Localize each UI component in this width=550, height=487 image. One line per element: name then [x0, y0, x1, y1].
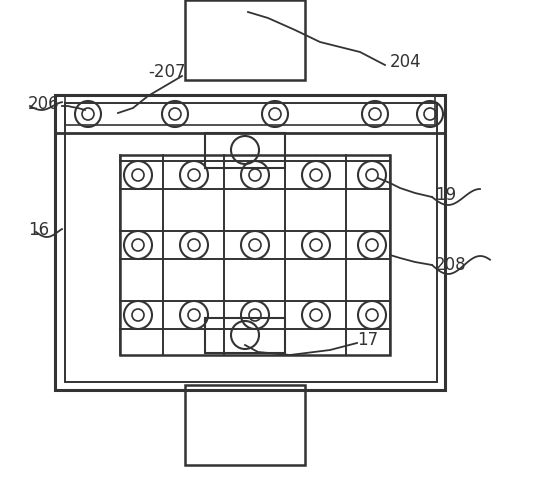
Text: 19: 19: [435, 186, 456, 204]
Text: 17: 17: [357, 331, 378, 349]
Bar: [120, 155, 390, 355]
Bar: [185, 385, 305, 465]
Text: 208: 208: [435, 256, 466, 274]
Text: 204: 204: [390, 53, 422, 71]
Bar: [55, 95, 445, 133]
Bar: [205, 318, 285, 353]
Bar: [205, 133, 285, 168]
Bar: [65, 95, 435, 125]
Bar: [55, 95, 445, 390]
Text: 206: 206: [28, 95, 59, 113]
Bar: [185, 0, 305, 80]
Bar: [65, 103, 437, 382]
Text: 16: 16: [28, 221, 49, 239]
Text: -207: -207: [148, 63, 185, 81]
